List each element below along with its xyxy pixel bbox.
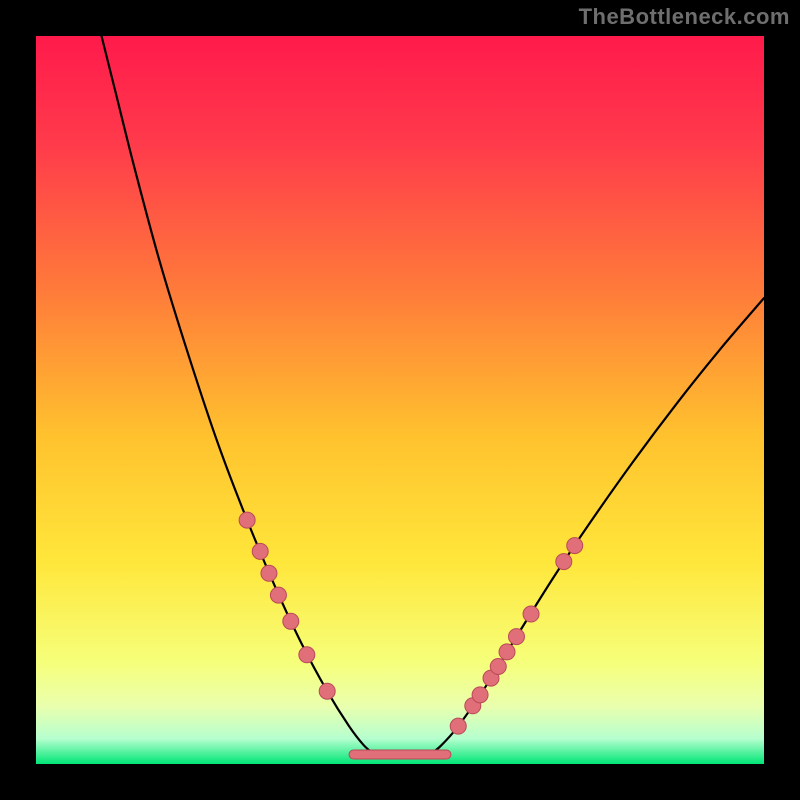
data-point xyxy=(567,538,583,554)
data-point xyxy=(556,554,572,570)
data-point xyxy=(508,629,524,645)
data-point xyxy=(472,687,488,703)
watermark-text: TheBottleneck.com xyxy=(579,4,790,30)
chart-root: TheBottleneck.com xyxy=(0,0,800,800)
data-point xyxy=(499,644,515,660)
bottom-bar xyxy=(349,750,451,759)
data-point xyxy=(523,606,539,622)
data-point xyxy=(299,647,315,663)
data-point xyxy=(252,543,268,559)
data-point xyxy=(319,683,335,699)
data-point xyxy=(261,565,277,581)
data-point xyxy=(450,718,466,734)
data-point xyxy=(270,587,286,603)
plot-background-gradient xyxy=(36,36,764,764)
data-point xyxy=(283,613,299,629)
bottleneck-chart xyxy=(0,0,800,800)
data-point xyxy=(239,512,255,528)
data-point xyxy=(490,658,506,674)
